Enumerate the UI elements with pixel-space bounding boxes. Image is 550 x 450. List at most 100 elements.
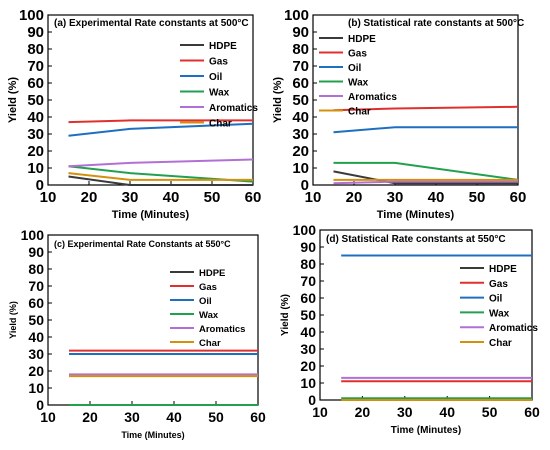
y-tick-label-d: 10	[300, 375, 316, 391]
panel-title-b: (b) Statistical rate constants at 500°C	[348, 18, 524, 29]
series-line-hdpe-a	[68, 175, 253, 186]
legend-label-wax-b: Wax	[348, 78, 369, 89]
y-tick-label-d: 80	[300, 256, 316, 272]
y-tick-label-b: 50	[292, 92, 309, 109]
legend-label-aromatics-b: Aromatics	[348, 92, 397, 103]
series-line-wax-a	[68, 165, 254, 183]
x-tick-label-a: 60	[245, 189, 262, 206]
plot-frame-c	[47, 234, 259, 406]
x-axis-label-d: Time (Minutes)	[391, 425, 461, 436]
legend-label-oil-a: Oil	[209, 72, 223, 83]
panel-title-c: (c) Experimental Rate Constants at 550°C	[54, 239, 231, 249]
x-tick-label-d: 30	[397, 404, 413, 420]
y-tick-label-d: 0	[308, 392, 316, 408]
legend-label-oil-c: Oil	[199, 296, 212, 307]
legend-label-oil-b: Oil	[348, 63, 362, 74]
series-line-gas-b	[333, 105, 519, 112]
y-tick-label-a: 70	[27, 58, 44, 75]
x-tick-label-c: 60	[250, 409, 266, 425]
y-tick-label-b: 40	[292, 109, 309, 126]
x-tick-label-b: 60	[510, 189, 527, 206]
y-tick-label-d: 100	[293, 222, 317, 238]
legend-label-hdpe-b: HDPE	[348, 34, 376, 45]
y-tick-label-b: 10	[292, 160, 309, 177]
x-tick-label-a: 20	[81, 189, 98, 206]
legend-label-wax-d: Wax	[489, 308, 510, 319]
legend-label-oil-d: Oil	[489, 294, 503, 305]
y-tick-label-a: 40	[27, 109, 44, 126]
x-tick-label-a: 40	[163, 189, 180, 206]
x-tick-label-c: 50	[208, 409, 224, 425]
y-tick-label-d: 20	[300, 358, 316, 374]
legend-label-aromatics-c: Aromatics	[199, 324, 245, 335]
legend-label-hdpe-a: HDPE	[209, 41, 237, 52]
y-axis-label-d: Yield (%)	[280, 294, 291, 336]
y-tick-label-c: 70	[28, 278, 44, 294]
y-tick-label-a: 90	[27, 24, 44, 41]
legend-label-char-b: Char	[348, 107, 371, 118]
legend-label-wax-c: Wax	[199, 310, 219, 321]
y-tick-label-c: 90	[28, 244, 44, 260]
legend-label-aromatics-d: Aromatics	[489, 323, 538, 334]
series-line-char-a	[68, 172, 253, 181]
y-tick-label-c: 0	[36, 397, 44, 413]
x-axis-label-c: Time (Minutes)	[121, 430, 184, 440]
legend-label-hdpe-c: HDPE	[199, 268, 225, 279]
y-tick-label-a: 10	[27, 160, 44, 177]
y-tick-label-b: 80	[292, 41, 309, 58]
y-tick-label-c: 40	[28, 329, 44, 345]
y-tick-label-c: 20	[28, 363, 44, 379]
x-tick-label-a: 30	[122, 189, 139, 206]
series-line-aromatics-b	[333, 180, 518, 185]
y-tick-label-c: 100	[21, 227, 45, 243]
x-tick-label-d: 40	[439, 404, 455, 420]
x-tick-label-d: 50	[482, 404, 498, 420]
y-tick-label-a: 100	[19, 7, 44, 24]
legend-label-gas-d: Gas	[489, 279, 508, 290]
y-tick-label-a: 60	[27, 75, 44, 92]
panel-title-d: (d) Statistical Rate constants at 550°C	[326, 234, 506, 245]
y-axis-label-a: Yield (%)	[7, 77, 19, 123]
y-tick-label-b: 20	[292, 143, 309, 160]
x-axis-label-a: Time (Minutes)	[112, 209, 190, 221]
y-tick-label-d: 90	[300, 239, 316, 255]
x-tick-label-c: 10	[40, 409, 56, 425]
y-tick-label-a: 0	[36, 177, 44, 194]
series-line-aromatics-a	[68, 158, 254, 168]
panel-title-a: (a) Experimental Rate constants at 500°C	[54, 18, 249, 29]
y-tick-label-a: 20	[27, 143, 44, 160]
x-tick-label-b: 10	[305, 189, 322, 206]
legend-label-aromatics-a: Aromatics	[209, 103, 258, 114]
x-tick-label-b: 30	[387, 189, 404, 206]
legend-label-gas-a: Gas	[209, 57, 228, 68]
y-axis-label-c: Yield (%)	[8, 301, 18, 339]
y-tick-label-d: 60	[300, 290, 316, 306]
x-tick-label-c: 20	[82, 409, 98, 425]
y-axis-label-b: Yield (%)	[272, 77, 284, 123]
y-tick-label-d: 70	[300, 273, 316, 289]
x-tick-label-d: 20	[355, 404, 371, 420]
y-tick-label-b: 90	[292, 24, 309, 41]
legend-label-wax-a: Wax	[209, 88, 230, 99]
x-tick-label-b: 20	[346, 189, 363, 206]
series-line-oil-a	[68, 122, 254, 137]
x-tick-label-c: 30	[124, 409, 140, 425]
x-tick-label-d: 60	[524, 404, 540, 420]
x-axis-label-b: Time (Minutes)	[377, 209, 455, 221]
legend-label-gas-c: Gas	[199, 282, 217, 293]
x-tick-label-d: 10	[312, 404, 328, 420]
legend-label-char-d: Char	[489, 338, 512, 349]
x-tick-label-a: 50	[204, 189, 221, 206]
y-tick-label-c: 60	[28, 295, 44, 311]
y-tick-label-b: 60	[292, 75, 309, 92]
y-tick-label-d: 50	[300, 307, 316, 323]
y-tick-label-c: 80	[28, 261, 44, 277]
series-line-oil-b	[333, 126, 518, 134]
series-line-hdpe-b	[333, 170, 518, 185]
y-tick-label-a: 80	[27, 41, 44, 58]
